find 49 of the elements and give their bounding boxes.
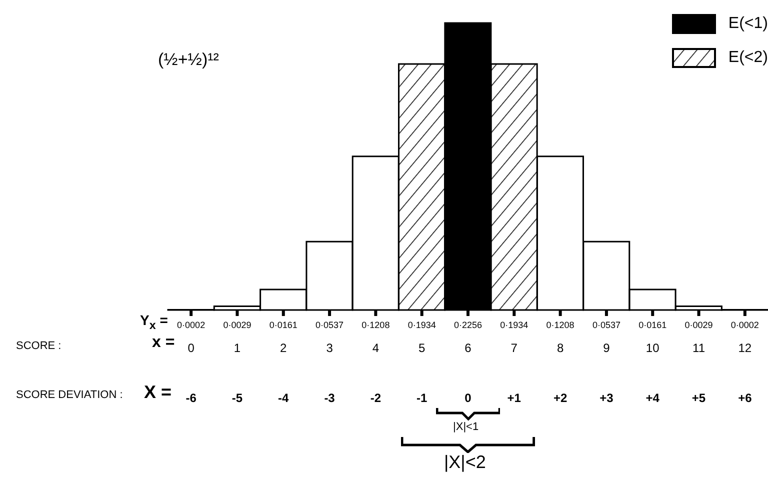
data-label: 0·0537 xyxy=(316,320,344,330)
text: +6 xyxy=(738,391,752,405)
data-label: 0·1934 xyxy=(500,320,528,330)
data-label: 0·0537 xyxy=(592,320,620,330)
x-tick-label: 8 xyxy=(556,341,564,355)
x-tick-label: 12 xyxy=(738,341,752,355)
legend-label: E(<2) xyxy=(728,49,768,67)
text: +5 xyxy=(692,391,706,405)
x-tick-label: 0 xyxy=(188,341,195,355)
x-tick-label: 2 xyxy=(280,341,288,355)
text: -5 xyxy=(232,391,243,405)
data-label: 0·2256 xyxy=(454,320,482,330)
text: +3 xyxy=(600,391,614,405)
text: -4 xyxy=(278,391,290,405)
data-label: 0·1208 xyxy=(546,320,574,330)
text: -3 xyxy=(324,391,336,405)
x-tick-label: 11 xyxy=(692,341,706,355)
data-label: 0·0029 xyxy=(223,320,252,330)
text: X = xyxy=(144,382,172,403)
x-tick-label: 1 xyxy=(234,341,241,355)
text: x = xyxy=(152,334,175,352)
data-label: 0·0161 xyxy=(269,320,298,330)
data-label: 0·0002 xyxy=(730,320,759,330)
legend-label: E(<1) xyxy=(728,15,768,33)
text: +1 xyxy=(507,391,522,405)
text: |X|<1 xyxy=(453,421,479,433)
text: SCORE DEVIATION : xyxy=(16,389,123,401)
text: SCORE : xyxy=(16,340,62,352)
text: Y$_{x}$ = xyxy=(140,312,168,332)
text: |X|<2 xyxy=(444,452,486,473)
data-label: 0·0029 xyxy=(684,320,713,330)
text: -6 xyxy=(186,391,197,405)
text: +4 xyxy=(646,391,660,405)
text: -1 xyxy=(416,391,428,405)
text: 0 xyxy=(464,391,472,405)
data-label: 0·1934 xyxy=(408,320,436,330)
x-tick-label: 10 xyxy=(646,341,660,355)
x-tick-label: 5 xyxy=(418,341,426,355)
data-label: 0·0002 xyxy=(177,320,206,330)
x-tick-label: 4 xyxy=(372,341,380,355)
text: (½+½)¹² xyxy=(158,50,219,70)
text: +2 xyxy=(553,391,568,405)
x-tick-label: 7 xyxy=(510,341,518,355)
text: -2 xyxy=(370,391,382,405)
x-tick-label: 3 xyxy=(326,341,334,355)
x-tick-label: 6 xyxy=(464,341,472,355)
data-label: 0·1208 xyxy=(362,320,390,330)
x-tick-label: 9 xyxy=(603,341,610,355)
data-label: 0·0161 xyxy=(638,320,667,330)
